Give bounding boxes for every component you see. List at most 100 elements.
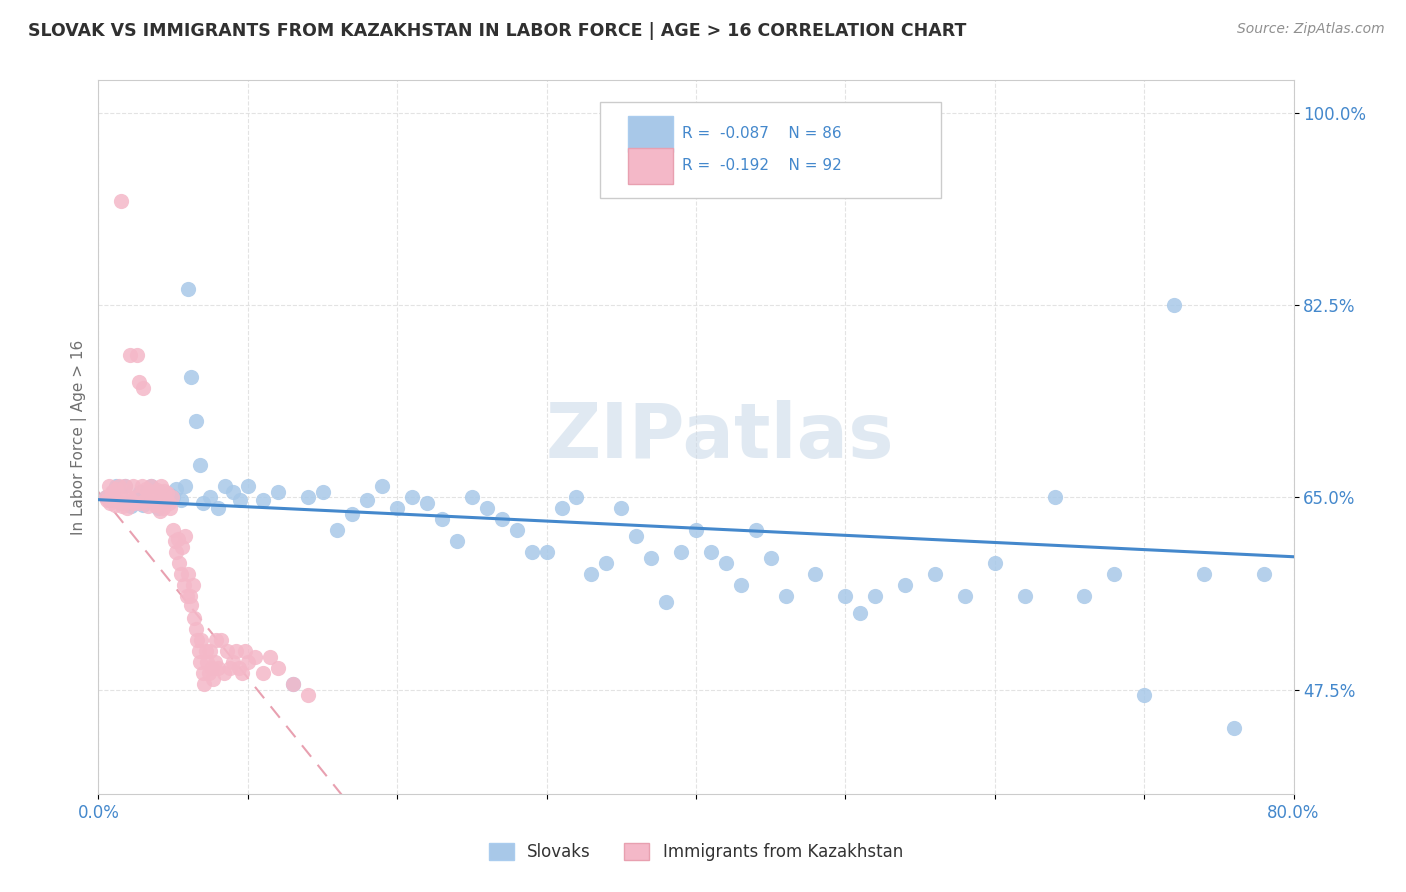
Point [204, 655, 226, 669]
Point [655, 595, 678, 609]
Point [172, 540, 194, 554]
Point [1073, 589, 1095, 603]
Point [430, 512, 453, 526]
Point [222, 655, 245, 669]
Point [138, 485, 160, 500]
Point [1253, 567, 1275, 582]
Point [127, 348, 149, 362]
Point [139, 479, 162, 493]
Point [207, 501, 229, 516]
Point [125, 491, 148, 505]
Point [201, 660, 224, 674]
Point [745, 524, 768, 538]
Point [188, 458, 211, 472]
Point [124, 496, 146, 510]
Point [157, 496, 180, 510]
Point [97, 479, 120, 493]
Point [245, 649, 267, 664]
Point [446, 534, 468, 549]
Point [804, 567, 827, 582]
Point [669, 545, 692, 559]
Point [117, 496, 139, 510]
Point [924, 567, 946, 582]
Text: SLOVAK VS IMMIGRANTS FROM KAZAKHSTAN IN LABOR FORCE | AGE > 16 CORRELATION CHART: SLOVAK VS IMMIGRANTS FROM KAZAKHSTAN IN … [28, 22, 966, 40]
Point [209, 633, 232, 648]
Point [520, 545, 543, 559]
Text: R =  -0.087    N = 86: R = -0.087 N = 86 [682, 127, 841, 141]
Point [187, 644, 209, 658]
Point [222, 485, 245, 500]
Point [125, 491, 148, 505]
Point [131, 479, 153, 493]
Point [191, 496, 214, 510]
Point [233, 644, 256, 658]
Point [197, 655, 219, 669]
Point [108, 479, 131, 493]
Point [491, 512, 513, 526]
Point [229, 492, 252, 507]
Point [231, 666, 253, 681]
Point [228, 660, 250, 674]
Point [475, 501, 498, 516]
Point [730, 578, 752, 592]
Point [297, 688, 319, 702]
Point [105, 482, 128, 496]
Point [200, 644, 222, 658]
Point [105, 479, 128, 493]
Point [153, 483, 176, 498]
Point [167, 557, 190, 571]
Point [214, 479, 236, 493]
Point [252, 492, 274, 507]
Point [202, 672, 225, 686]
Point [150, 479, 173, 493]
Point [297, 491, 319, 505]
Point [225, 644, 247, 658]
FancyBboxPatch shape [628, 116, 673, 152]
Point [94, 491, 117, 505]
Point [136, 500, 159, 514]
Point [188, 655, 211, 669]
Point [165, 482, 187, 496]
Point [155, 492, 177, 507]
Point [342, 507, 364, 521]
Point [267, 660, 290, 674]
Point [96, 492, 118, 507]
Text: Source: ZipAtlas.com: Source: ZipAtlas.com [1237, 22, 1385, 37]
Point [162, 491, 184, 505]
Point [176, 589, 198, 603]
Point [565, 491, 588, 505]
Point [111, 500, 134, 514]
Point [205, 633, 228, 648]
Point [550, 501, 572, 516]
Point [115, 501, 138, 516]
Point [219, 660, 242, 674]
Point [207, 660, 229, 674]
Point [581, 567, 603, 582]
Point [953, 589, 976, 603]
Point [281, 677, 304, 691]
Point [195, 644, 218, 658]
Point [142, 491, 165, 505]
Text: R =  -0.192    N = 92: R = -0.192 N = 92 [682, 159, 841, 173]
Point [101, 485, 124, 500]
Point [193, 677, 215, 691]
Point [135, 482, 157, 496]
Point [148, 496, 170, 510]
Point [110, 194, 132, 208]
Legend: Slovaks, Immigrants from Kazakhstan: Slovaks, Immigrants from Kazakhstan [482, 836, 910, 868]
Point [371, 479, 394, 493]
Point [163, 534, 186, 549]
Point [148, 501, 170, 516]
Point [759, 550, 782, 565]
Point [180, 598, 202, 612]
Point [236, 479, 259, 493]
Point [183, 611, 205, 625]
Point [259, 649, 281, 664]
Point [894, 578, 917, 592]
Point [385, 501, 409, 516]
Point [190, 633, 212, 648]
Point [103, 491, 125, 505]
Point [626, 529, 648, 543]
Point [849, 606, 872, 620]
Point [1223, 721, 1246, 735]
